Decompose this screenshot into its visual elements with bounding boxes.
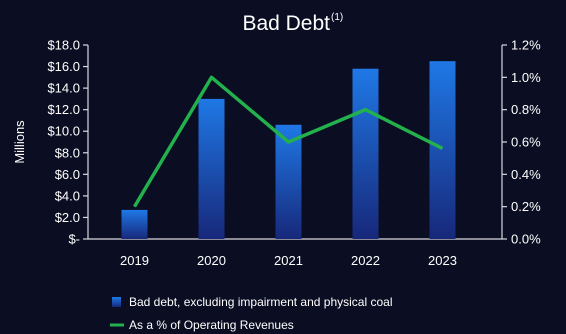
x-axis-ticks: 2019 2020 2021 2022 2023	[120, 253, 457, 268]
left-tick-label: $6.0	[55, 167, 80, 182]
left-tick-label: $18.0	[47, 38, 80, 53]
left-tick-label: $14.0	[47, 81, 80, 96]
left-tick-label: $16.0	[47, 59, 80, 74]
x-tick-label: 2023	[428, 253, 457, 268]
bar	[275, 124, 302, 239]
left-tick-label: $10.0	[47, 124, 80, 139]
x-tick-label: 2019	[120, 253, 149, 268]
bar	[121, 209, 148, 239]
x-tick-label: 2021	[274, 253, 303, 268]
chart-title-superscript: (1)	[331, 12, 343, 23]
legend: Bad debt, excluding impairment and physi…	[110, 295, 392, 332]
right-tick-label: 0.4%	[511, 167, 541, 182]
x-tick-label: 2022	[351, 253, 380, 268]
right-tick-label: 0.2%	[511, 199, 541, 214]
chart-title: Bad Debt	[242, 12, 330, 35]
left-tick-label: $4.0	[55, 188, 80, 203]
left-tick-label: $12.0	[47, 102, 80, 117]
left-tick-label: $-	[68, 232, 80, 247]
right-tick-label: 0.8%	[511, 102, 541, 117]
right-tick-label: 1.2%	[511, 38, 541, 53]
y-axis-label: Millions	[12, 120, 27, 164]
right-tick-label: 0.6%	[511, 135, 541, 150]
legend-line-label: As a % of Operating Revenues	[129, 318, 294, 332]
right-axis-ticks: 0.0% 0.2% 0.4% 0.6% 0.8% 1.0% 1.2%	[502, 38, 541, 247]
bar	[352, 68, 379, 239]
right-tick-label: 1.0%	[511, 70, 541, 85]
left-axis-ticks: $- $2.0 $4.0 $6.0 $8.0 $10.0 $12.0 $14.0 $16.0 $1…	[47, 38, 88, 247]
legend-bar-swatch	[112, 297, 121, 307]
legend-bar-label: Bad debt, excluding impairment and physi…	[129, 295, 392, 309]
left-tick-label: $8.0	[55, 145, 80, 160]
right-tick-label: 0.0%	[511, 232, 541, 247]
line-series	[132, 75, 444, 208]
bar	[429, 61, 456, 239]
bar	[198, 98, 225, 239]
left-tick-label: $2.0	[55, 210, 80, 225]
x-tick-label: 2020	[197, 253, 226, 268]
bar-series	[121, 61, 456, 239]
